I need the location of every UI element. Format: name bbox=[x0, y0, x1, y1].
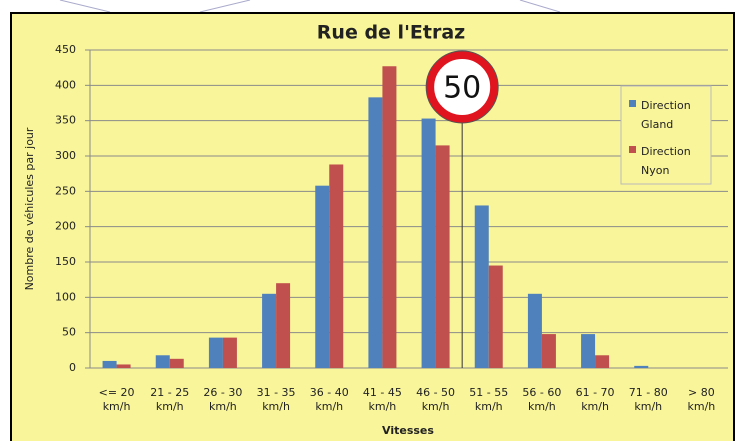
legend-label: Direction Nyon bbox=[641, 145, 691, 177]
chart-title: Rue de l'Etraz bbox=[317, 22, 465, 44]
x-tick-label: 46 - 50 km/h bbox=[416, 386, 456, 413]
bar bbox=[368, 97, 383, 368]
sign-ring bbox=[426, 51, 499, 123]
x-tick-label: > 80 km/h bbox=[687, 386, 716, 413]
bar bbox=[155, 355, 170, 368]
x-tick-label: 21 - 25 km/h bbox=[150, 386, 190, 413]
y-tick-label: 400 bbox=[55, 78, 76, 91]
bar bbox=[435, 145, 450, 368]
x-axis-label: Vitesses bbox=[382, 424, 434, 437]
bar bbox=[262, 293, 277, 368]
y-tick-label: 50 bbox=[62, 326, 76, 339]
bar bbox=[329, 164, 344, 368]
x-tick-label: <= 20 km/h bbox=[98, 386, 135, 413]
legend-swatch bbox=[629, 146, 636, 153]
x-tick-label: 51 - 55 km/h bbox=[469, 386, 509, 413]
y-tick-label: 150 bbox=[55, 255, 76, 268]
bar bbox=[474, 205, 489, 368]
bar bbox=[276, 283, 291, 368]
x-tick-label: 61 - 70 km/h bbox=[575, 386, 615, 413]
background-line bbox=[519, 0, 561, 13]
y-tick-label: 350 bbox=[55, 114, 76, 127]
bar bbox=[382, 66, 397, 369]
background-line bbox=[59, 0, 111, 13]
bar bbox=[595, 355, 610, 368]
bar bbox=[541, 334, 556, 368]
bar bbox=[634, 365, 649, 368]
y-tick-label: 200 bbox=[55, 220, 76, 233]
bar bbox=[116, 364, 131, 368]
bar bbox=[527, 293, 542, 368]
x-tick-label: 26 - 30 km/h bbox=[203, 386, 243, 413]
bar bbox=[102, 360, 117, 368]
bar bbox=[488, 265, 503, 368]
bar bbox=[208, 337, 223, 368]
y-tick-label: 450 bbox=[55, 43, 76, 56]
x-tick-label: 31 - 35 km/h bbox=[256, 386, 296, 413]
background-line bbox=[199, 0, 251, 13]
bar bbox=[222, 337, 237, 368]
y-tick-label: 0 bbox=[69, 361, 76, 374]
bar bbox=[421, 118, 436, 369]
x-tick-label: 71 - 80 km/h bbox=[628, 386, 668, 413]
sign-border bbox=[425, 50, 499, 124]
bar bbox=[315, 185, 330, 368]
sign-text: 50 bbox=[443, 71, 481, 106]
bar bbox=[169, 358, 184, 368]
y-tick-label: 300 bbox=[55, 149, 76, 162]
x-tick-label: 56 - 60 km/h bbox=[522, 386, 562, 413]
legend-swatch bbox=[629, 100, 636, 107]
bar bbox=[581, 334, 596, 368]
legend-label: Direction Gland bbox=[641, 99, 691, 131]
y-tick-label: 250 bbox=[55, 184, 76, 197]
y-tick-label: 100 bbox=[55, 290, 76, 303]
y-axis-label: Nombre de véhicules par jour bbox=[23, 127, 36, 290]
x-tick-label: 36 - 40 km/h bbox=[309, 386, 349, 413]
x-tick-label: 41 - 45 km/h bbox=[362, 386, 402, 413]
